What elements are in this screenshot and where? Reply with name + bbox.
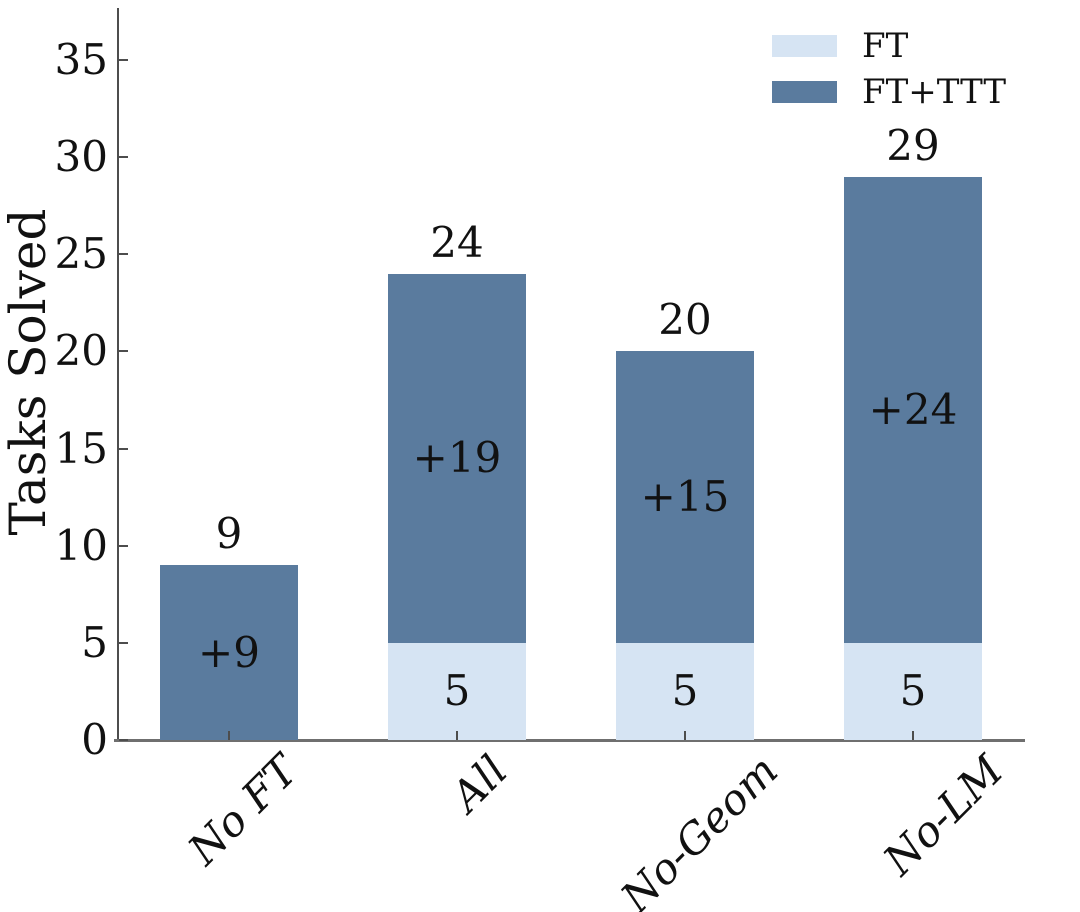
bar-segment-ft <box>844 642 982 740</box>
bar-total-label: 24 <box>430 217 484 267</box>
legend-item-ft: FT <box>772 26 1006 66</box>
legend-swatch-ft-icon <box>772 35 837 57</box>
x-tick-mark <box>684 731 686 740</box>
bar-segment-ft <box>388 642 526 740</box>
y-tick-label: 15 <box>54 423 108 473</box>
bar-segment-ft <box>616 642 754 740</box>
bar-segment-ft-ttt-label: +9 <box>198 627 260 677</box>
x-tick-label: No-Geom <box>611 745 788 912</box>
y-tick-label: 30 <box>54 132 108 182</box>
bar-segment-ft-label: 5 <box>899 666 927 716</box>
y-tick-mark <box>119 58 128 61</box>
bar-segment-ft-ttt <box>160 565 298 740</box>
x-tick-label: No FT <box>179 745 308 875</box>
y-tick-label: 35 <box>54 34 108 84</box>
y-tick-label: 25 <box>54 229 108 279</box>
x-tick-mark <box>228 731 230 740</box>
y-tick-label: 10 <box>54 520 108 570</box>
x-tick-mark <box>456 731 458 740</box>
bar-segment-ft-ttt <box>388 273 526 643</box>
y-tick-mark <box>119 641 128 644</box>
y-tick-mark <box>119 156 128 159</box>
bar-total-label: 20 <box>658 295 712 345</box>
bar-segment-ft-ttt-label: +24 <box>868 384 958 434</box>
legend-label-ft-ttt: FT+TTT <box>862 72 1007 112</box>
y-tick-label: 20 <box>54 326 108 376</box>
y-tick-mark <box>119 739 128 741</box>
y-tick-mark <box>119 253 128 256</box>
x-axis-line <box>114 739 1025 742</box>
y-tick-mark <box>119 447 128 450</box>
legend: FT FT+TTT <box>772 26 1006 112</box>
y-axis-title: Tasks Solved <box>0 208 57 536</box>
bar-segment-ft-ttt-label: +19 <box>412 433 502 483</box>
bar-total-label: 29 <box>886 120 940 170</box>
bar-segment-ft-label: 5 <box>443 666 471 716</box>
bar-segment-ft-ttt <box>616 351 754 643</box>
bar-segment-ft-ttt-label: +15 <box>640 472 730 522</box>
bar-total-label: 9 <box>215 509 243 559</box>
x-tick-label: No-LM <box>873 745 1013 885</box>
legend-swatch-ft-ttt-icon <box>772 81 837 103</box>
y-tick-mark <box>119 350 128 353</box>
bar-segment-ft-label: 5 <box>671 666 699 716</box>
x-tick-mark <box>912 731 914 740</box>
bar-segment-ft-ttt <box>844 176 982 643</box>
x-tick-label: All <box>441 745 517 821</box>
y-tick-mark <box>119 544 128 547</box>
y-tick-label: 0 <box>81 715 108 764</box>
legend-label-ft: FT <box>862 26 909 66</box>
legend-item-ft-ttt: FT+TTT <box>772 72 1006 112</box>
y-axis-line <box>117 8 119 742</box>
y-tick-label: 5 <box>81 617 108 667</box>
